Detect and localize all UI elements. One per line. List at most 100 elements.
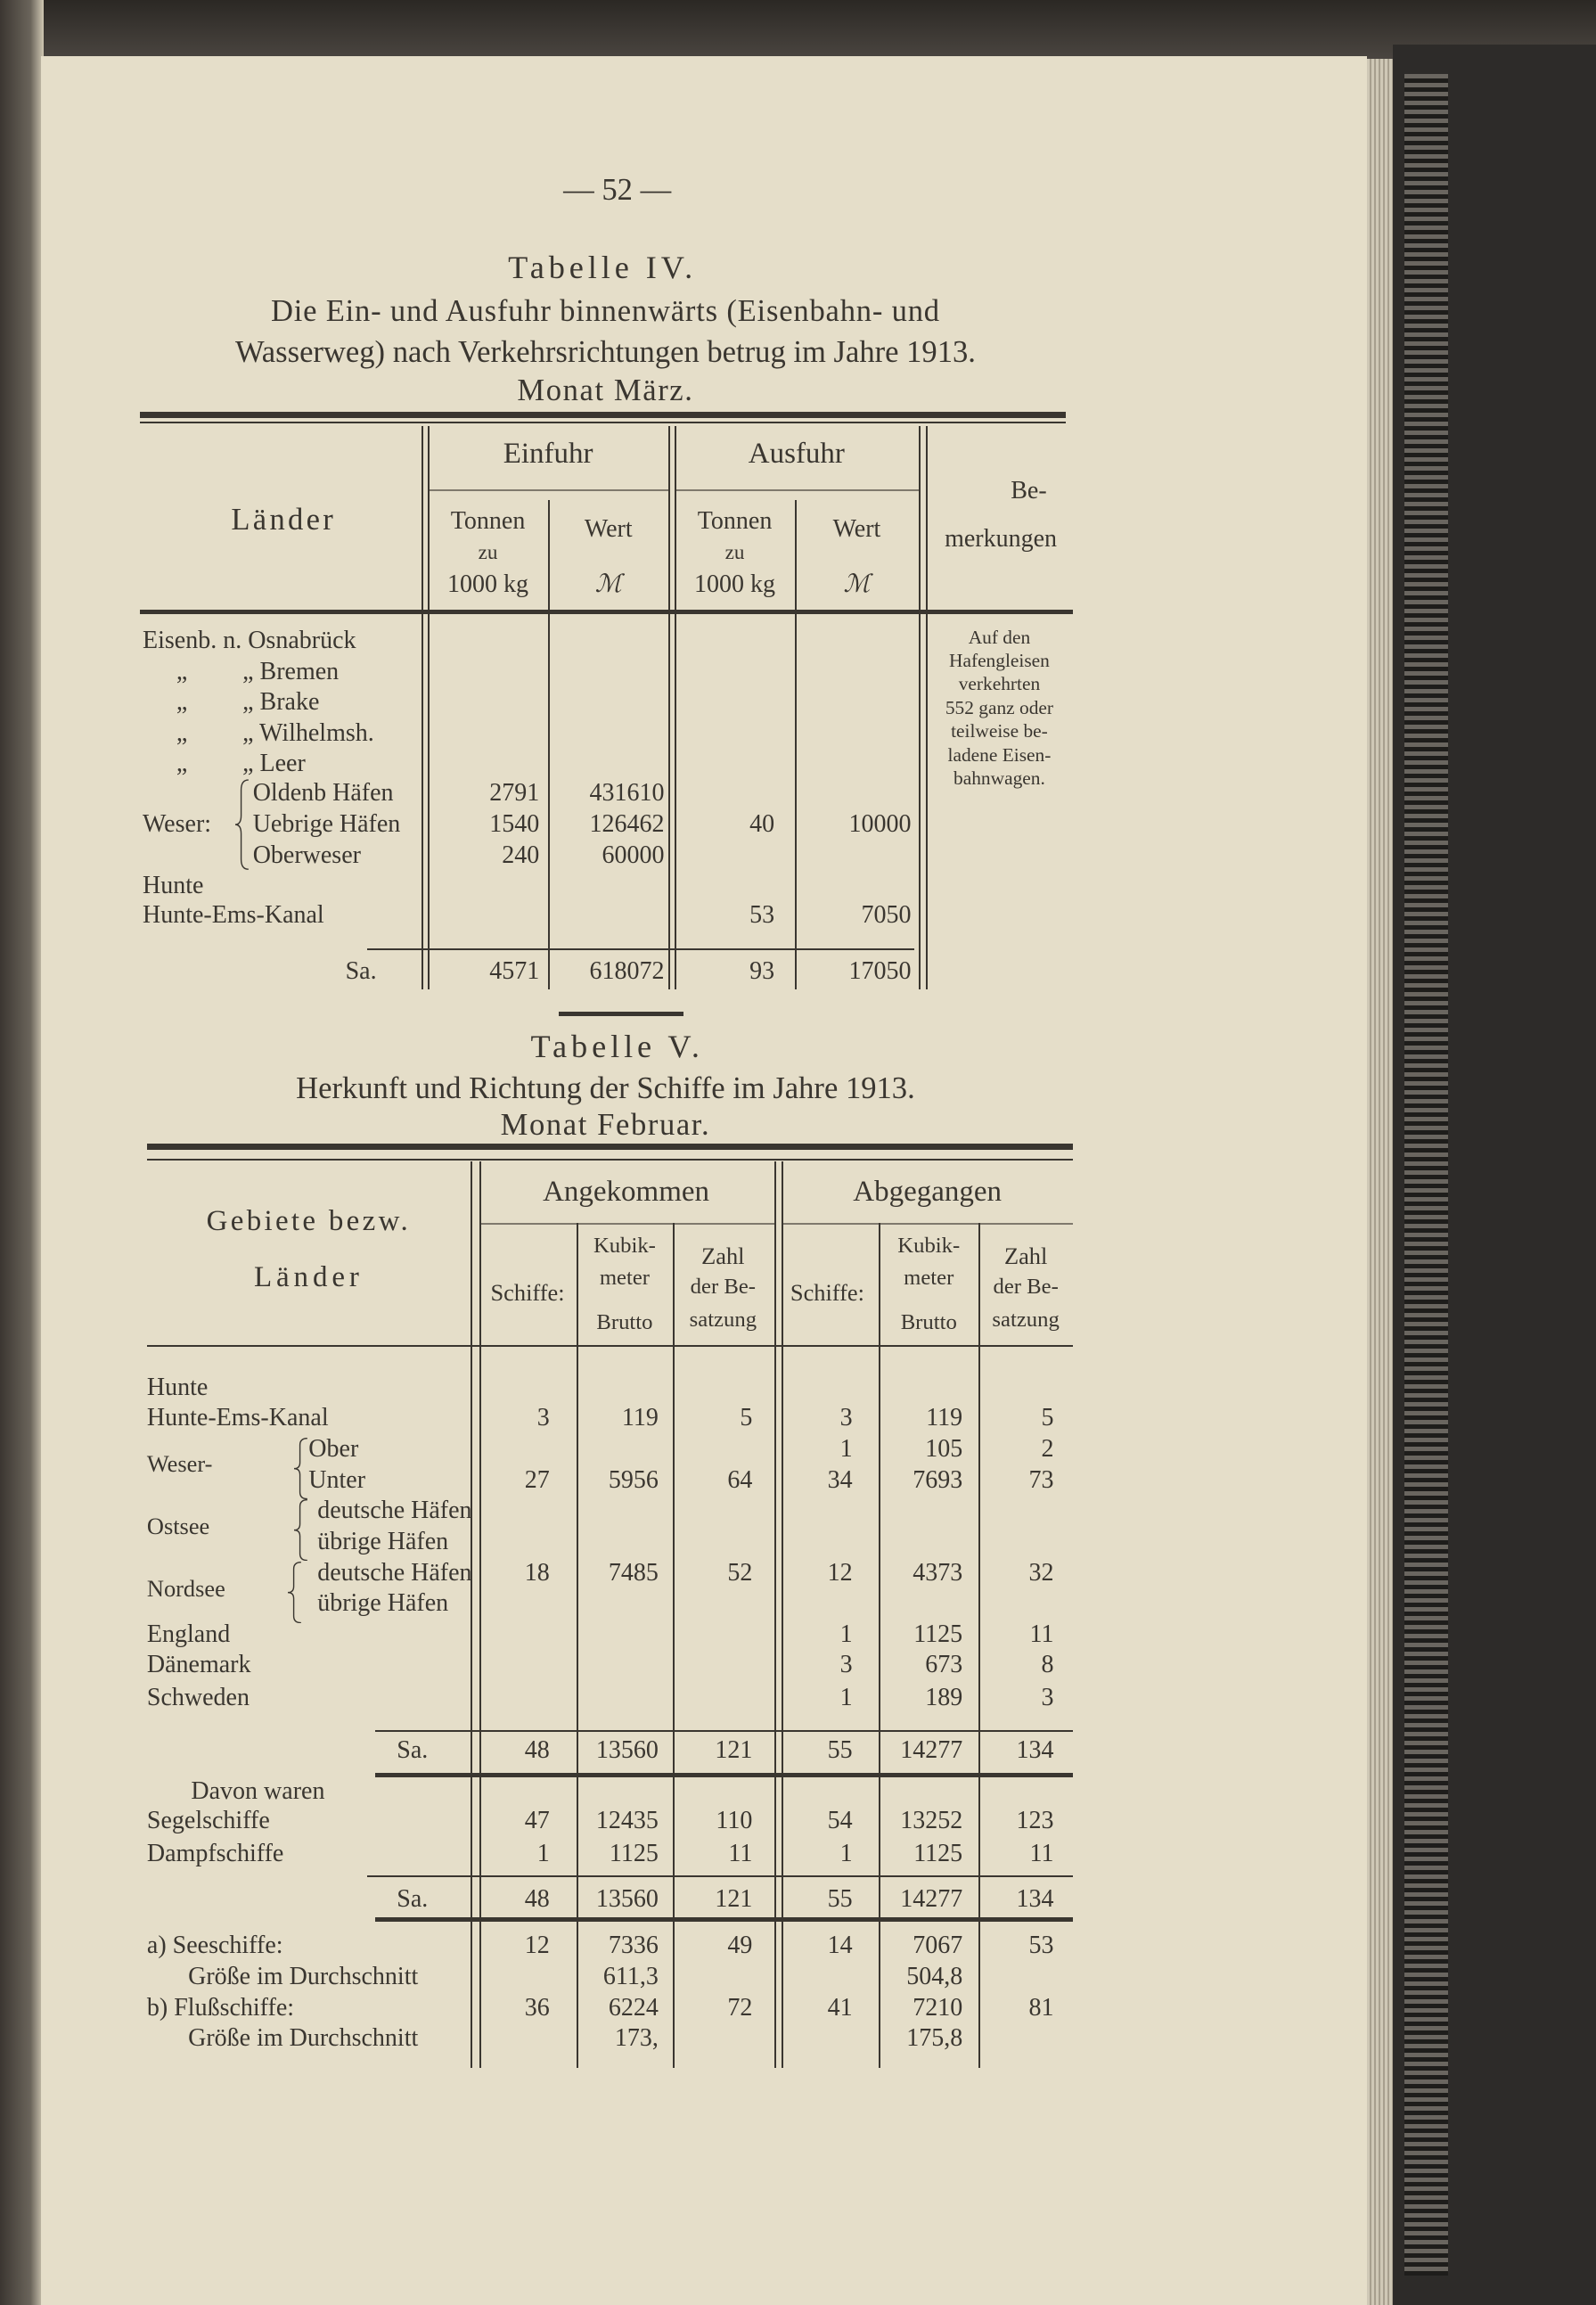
row-sublabel: Unter [308,1465,366,1494]
column-divider [576,1223,578,2069]
header-schiffe: Schiffe: [790,1279,864,1307]
cell-value: 49 [727,1932,753,1960]
column-divider [926,426,928,989]
header-kg-out: 1000 kg [694,570,776,599]
sum-t-out: 93 [749,957,775,985]
cell-value: 189 [925,1683,963,1711]
row-label: Eisenb. n. Osnabrück [143,626,356,654]
cell-value: 1 [839,1683,853,1711]
column-divider [918,426,921,989]
row-sublabel: Oldenb Häfen [252,779,394,808]
cell-value: 12435 [595,1807,659,1835]
rule [479,1223,775,1226]
header-wert-out: Wert [832,514,881,543]
cell-value: 105 [925,1435,963,1463]
cell-value: 119 [926,1404,963,1432]
sum-label: Sa. [345,957,377,985]
row-label: Weser: [143,810,212,839]
column-divider [548,499,551,989]
group-label: Ostsee [146,1513,210,1540]
cell-value: 47 [524,1807,550,1835]
rule [367,1875,1073,1878]
brace-weser [235,779,250,870]
table4-title: Tabelle IV. [508,250,698,286]
row-sublabel: Oberweser [252,841,361,869]
row-label: Hunte [146,1373,209,1401]
table4-caption-line: Die Ein- und Ausfuhr binnenwärts (Eisenb… [270,293,940,328]
column-divider [879,1223,881,2069]
remark-line: ladene Eisen- [947,743,1052,766]
book-binding [1393,45,1596,2305]
remark-line: bahnwagen. [954,767,1045,789]
row-sublabel: Ober [308,1435,359,1463]
cell-value: 121 [715,1736,753,1765]
cell-value: 7336 [608,1932,659,1960]
scan-background [0,0,1596,59]
column-divider [479,1161,481,2069]
cell-value: 673 [925,1651,963,1679]
cell-value: 5 [1041,1404,1054,1432]
rule [367,947,914,950]
cell-value: 3 [839,1404,853,1432]
cell-value: 3 [839,1651,853,1679]
cell-value: 11 [1029,1839,1054,1867]
group-label: Weser- [146,1449,213,1477]
row-label: Davon waren [191,1777,325,1806]
header-kubik: meter [904,1266,954,1291]
header-kubik: Kubik- [593,1234,656,1258]
cell-value: 173, [614,2024,659,2053]
row-label: Hunte-Ems-Kanal [143,901,324,930]
row-label: England [146,1620,231,1648]
row-label: „ [176,750,188,778]
header-zahl: satzung [689,1307,757,1332]
sum-w-in: 618072 [589,957,665,985]
sum-w-out: 17050 [848,957,912,985]
row-label: b) Flußschiffe: [146,1993,295,2022]
header-gebiete: Gebiete bezw. [206,1205,412,1237]
cell-t-out: 53 [749,901,775,930]
cell-value: 41 [827,1993,853,2022]
column-divider [675,426,676,989]
cell-t-in: 240 [502,841,540,869]
rule [427,489,669,492]
row-label: Größe im Durchschnitt [188,2024,419,2053]
cell-value: 27 [524,1465,550,1494]
header-einfuhr: Einfuhr [503,438,593,471]
cell-value: 611,3 [602,1963,659,1990]
cell-value: 175,8 [906,2024,963,2053]
sum-label: Sa. [397,1884,429,1913]
cell-value: 13560 [595,1884,659,1913]
row-sublabel: „ Leer [242,750,306,778]
cell-value: 81 [1028,1993,1054,2022]
row-label: Dänemark [146,1651,251,1679]
rule [146,1345,1073,1347]
cell-value: 54 [827,1807,853,1835]
table4-caption-line: Monat März. [517,373,694,407]
header-zahl: der Be- [690,1275,757,1300]
row-sublabel: „ Bremen [242,657,340,685]
row-label: Segelschiffe [146,1807,270,1835]
header-kubik: Brutto [596,1309,653,1334]
row-label: Größe im Durchschnitt [188,1963,419,1990]
cell-value: 53 [1028,1932,1054,1960]
brace-weser [294,1438,309,1499]
cell-value: 11 [728,1839,753,1867]
header-kubik: meter [599,1266,651,1291]
cell-value: 1 [839,1839,853,1867]
table5-caption-line: Monat Februar. [500,1108,711,1143]
header-zu-out: zu [724,539,745,563]
cell-value: 36 [524,1993,550,2022]
cell-value: 48 [524,1736,550,1765]
cell-value: 34 [827,1465,853,1494]
cell-value: 121 [715,1884,753,1913]
cell-value: 12 [827,1558,853,1587]
header-unit-out: ℳ [843,570,871,599]
rule [782,1223,1073,1226]
rule [139,422,1066,424]
cell-value: 5956 [608,1465,659,1494]
column-divider [774,1161,777,2069]
header-zu-in: zu [478,539,498,563]
cell-value: 504,8 [906,1963,963,1990]
column-divider [422,426,424,989]
brace-ostsee [294,1499,309,1561]
